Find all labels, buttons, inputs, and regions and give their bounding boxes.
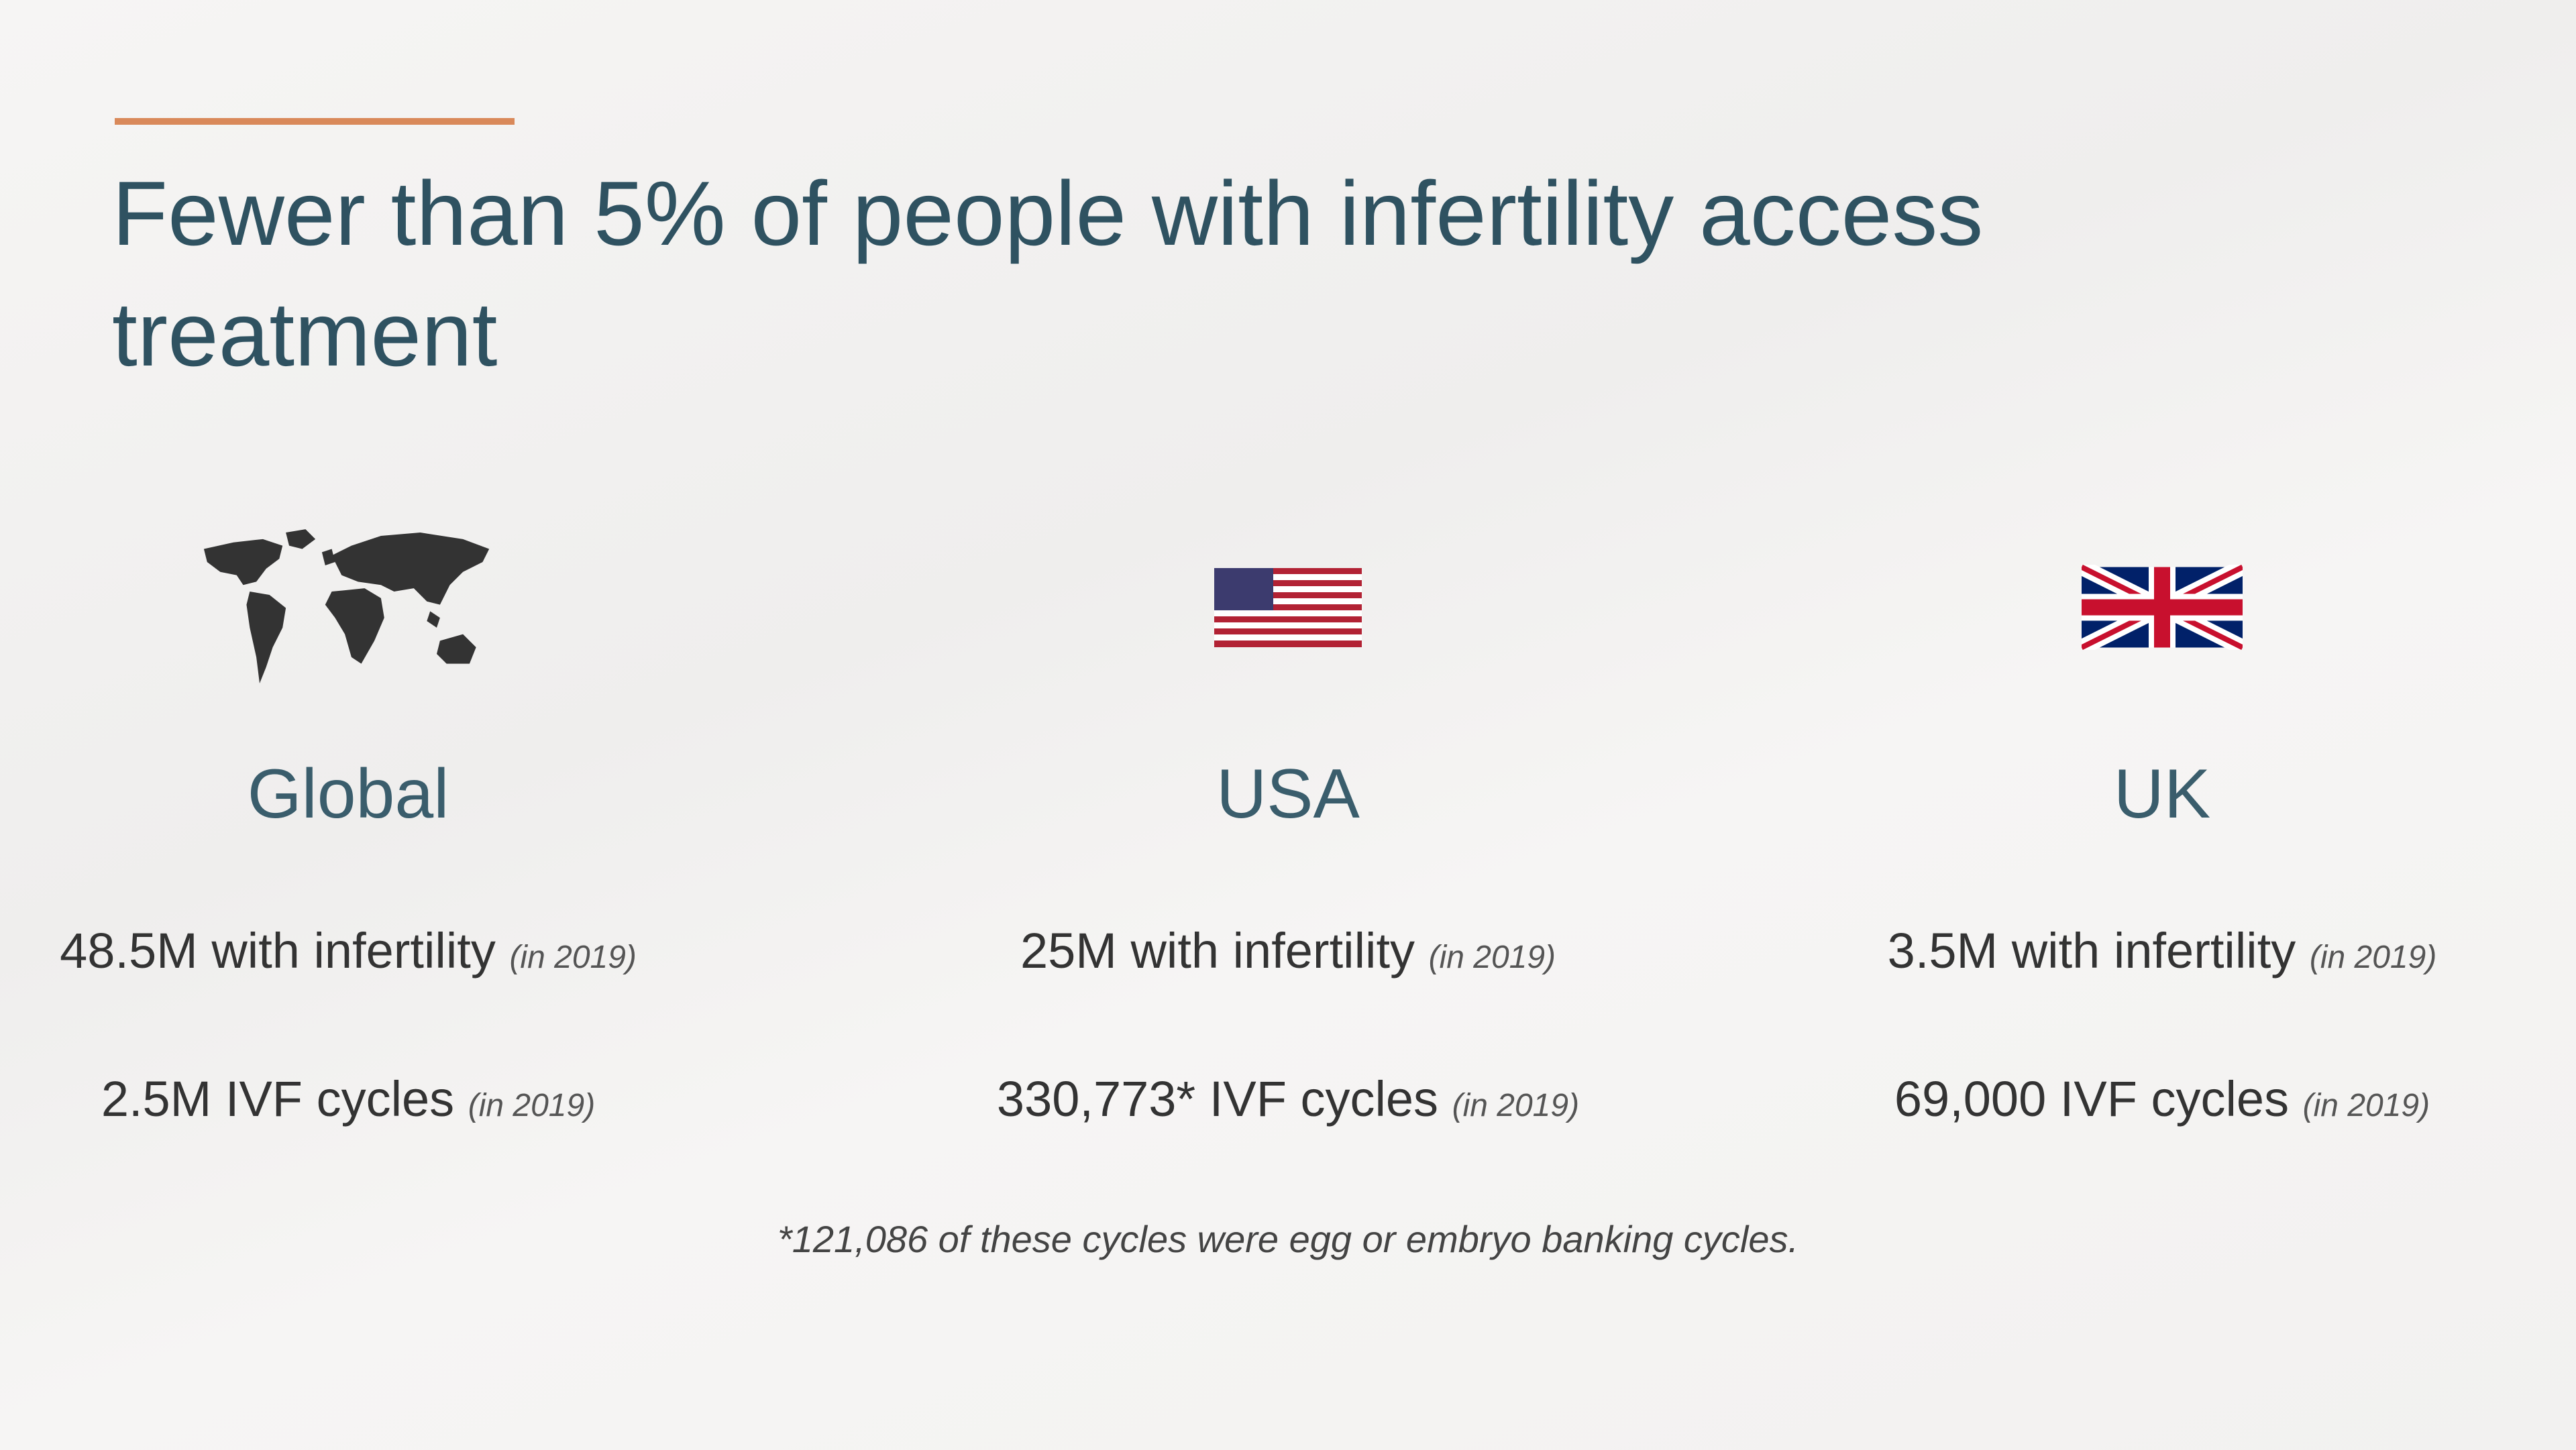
stat-text: 25M with infertility [1020,923,1415,979]
accent-rule [115,118,515,125]
stat-text: 330,773* IVF cycles [996,1071,1439,1127]
stat-text: 69,000 IVF cycles [1894,1071,2290,1127]
region-label: Global [247,755,449,833]
stat-line: 3.5M with infertility (in 2019) [1760,922,2565,979]
usa-flag-icon [1214,568,1362,647]
stat-note: (in 2019) [468,1088,596,1123]
stat-note: (in 2019) [1452,1088,1580,1123]
region-label: UK [2113,755,2211,833]
region-label: USA [1216,755,1360,833]
stat-note: (in 2019) [2302,1088,2430,1123]
stat-line: 48.5M with infertility (in 2019) [0,922,751,979]
stat-line: 330,773* IVF cycles (in 2019) [885,1070,1690,1127]
world-map-icon [203,529,490,683]
uk-flag-icon [2082,565,2243,650]
stat-line: 69,000 IVF cycles (in 2019) [1760,1070,2565,1127]
stat-note: (in 2019) [2309,940,2437,975]
stat-text: 3.5M with infertility [1887,923,2296,979]
slide-title: Fewer than 5% of people with infertility… [112,162,1984,385]
stat-note: (in 2019) [509,940,637,975]
stat-text: 2.5M IVF cycles [101,1071,455,1127]
stat-note: (in 2019) [1428,940,1556,975]
stat-text: 48.5M with infertility [60,923,496,979]
stat-line: 25M with infertility (in 2019) [885,922,1690,979]
footnote: *121,086 of these cycles were egg or emb… [777,1218,1799,1260]
stat-line: 2.5M IVF cycles (in 2019) [0,1070,751,1127]
